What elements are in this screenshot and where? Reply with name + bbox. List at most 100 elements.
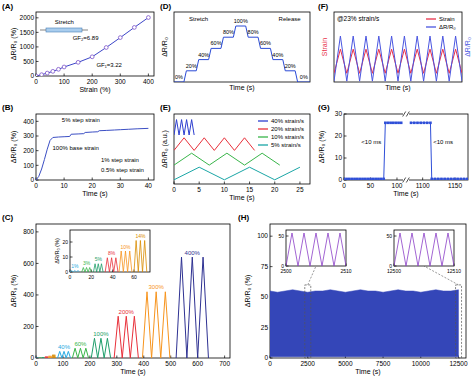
panel-label: (E) [160, 103, 171, 112]
y-tick-label: 0 [30, 72, 34, 79]
x-tick [299, 182, 300, 185]
y-tick [344, 158, 347, 159]
zoom-connector [308, 266, 316, 285]
annotation: 100% base strain [53, 145, 99, 151]
sensor-wire [82, 30, 88, 31]
plot-area [344, 122, 468, 181]
x-tick-label: 500 [165, 360, 176, 367]
marker [348, 178, 351, 180]
y-tick [70, 257, 73, 258]
y-tick-label: 10 [335, 154, 343, 161]
x-tick [143, 356, 144, 359]
axes: 0510152025Time (s)ΔR/R₀ (a.u.)(E) [160, 103, 310, 202]
series-line [45, 357, 48, 359]
axes: 025005000750010000125000255075100Time (s… [238, 213, 468, 376]
step-label: 80% [223, 29, 234, 35]
marker [423, 122, 426, 125]
series-line [91, 338, 110, 358]
series-line [411, 123, 467, 179]
panel-label: (H) [238, 213, 249, 222]
plot-area [270, 290, 458, 357]
y-axis-label: ΔR/R₀ (%) [10, 28, 18, 60]
x-tick-label: 12500 [449, 360, 467, 367]
y-tick [36, 32, 39, 33]
series-line [134, 241, 147, 273]
series-line [174, 167, 300, 180]
plot-frame [394, 230, 454, 266]
axis-break-mark [403, 112, 406, 117]
series-line [334, 36, 462, 81]
legend-swatch [426, 26, 436, 27]
legend-label: ΔR/R₀ [439, 24, 456, 30]
x-tick [249, 182, 250, 185]
annotation: GF₁=3.22 [96, 62, 122, 68]
y-tick [36, 326, 39, 327]
x-tick-label: 10 [60, 182, 68, 189]
marker [146, 16, 150, 20]
marker [460, 178, 463, 180]
series-label: 100% [93, 331, 109, 337]
x-tick-label: 2500 [300, 360, 315, 367]
marker [76, 60, 80, 64]
x-tick-label: 1100 [416, 182, 430, 189]
marker [447, 178, 450, 180]
annotation: 1% step strain [101, 157, 139, 163]
plot-frame [36, 12, 154, 76]
legend-swatch [426, 18, 436, 19]
marker [377, 178, 380, 180]
step-label: 60% [260, 40, 271, 46]
marker [429, 122, 432, 125]
x-tick [64, 74, 65, 77]
cycling-band [270, 290, 458, 357]
legend-swatch [258, 120, 268, 121]
series-line [174, 26, 310, 82]
x-tick-label: 400 [143, 78, 154, 85]
x-tick-label: 700 [219, 360, 230, 367]
series-line [119, 251, 132, 272]
y-tick [36, 231, 39, 232]
y-tick [36, 121, 39, 122]
x-axis-label: Time (s) [355, 368, 380, 376]
y-tick-label: 500 [23, 58, 34, 65]
y-tick-label: 300 [23, 132, 34, 139]
marker [392, 122, 395, 125]
plot-area [174, 26, 310, 82]
step-label: 0% [175, 74, 183, 80]
x-tick-label: 15 [246, 186, 254, 193]
sensor-sketch [46, 28, 82, 32]
inset-background [70, 230, 150, 272]
marker [456, 178, 459, 180]
marker [372, 178, 375, 180]
marker [426, 122, 429, 125]
marker [369, 178, 372, 180]
series-line [39, 357, 41, 358]
x-tick-label: 100 [59, 78, 70, 85]
marker [364, 178, 367, 180]
y-axis-label: Strain [321, 38, 328, 56]
x-tick [344, 178, 345, 181]
x-tick-label: 200 [87, 78, 98, 85]
marker [104, 46, 108, 50]
x-tick-label: 20 [89, 274, 95, 280]
x-tick-label: 2510 [340, 268, 351, 274]
annotation: GF₂=6.89 [73, 35, 100, 41]
marker [344, 178, 345, 180]
panel-label: (D) [160, 2, 171, 11]
x-tick-label: 25 [296, 186, 304, 193]
x-tick-label: 20 [89, 182, 97, 189]
y-tick-label: 1000 [20, 43, 35, 50]
y-tick [36, 263, 39, 264]
plot-frame [270, 224, 466, 358]
sensor-wire [40, 30, 46, 31]
legend-label: 10% strain/s [271, 134, 304, 140]
x-tick-label: 0 [268, 360, 272, 367]
marker [463, 178, 466, 180]
zoom-box [456, 285, 462, 358]
axes: Time (s)ΔR/R₀(D) [160, 2, 310, 92]
marker [413, 122, 416, 125]
annotation: Stretch [189, 16, 208, 22]
y-tick-label: 50 [261, 293, 269, 300]
y-tick [286, 236, 289, 237]
axes: 25002510050 [278, 230, 351, 274]
plot-frame [36, 224, 230, 358]
